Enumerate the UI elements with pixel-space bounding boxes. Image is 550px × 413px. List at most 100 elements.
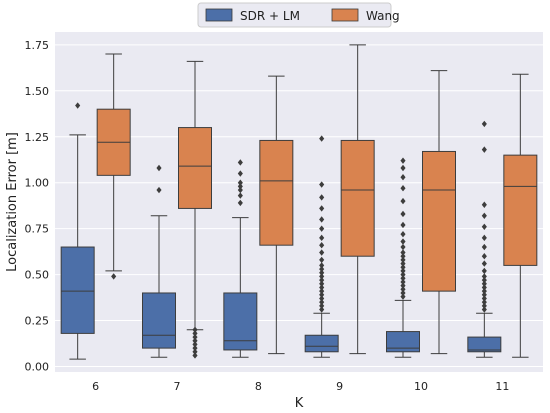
outlier-point [319,276,325,284]
outlier-point [319,269,325,276]
outlier-point [319,298,325,306]
outlier-point [319,225,325,232]
outlier-point [192,352,198,359]
outlier-point [237,192,243,199]
outlier-point [319,181,325,188]
y-tick-labels: 0.00 0.25 0.50 0.75 1.00 1.25 1.50 1.75 [25,39,50,374]
outlier-point [111,273,117,280]
iqr-box [259,139,294,246]
outlier-point [319,273,325,280]
outlier-point [192,326,198,333]
outlier-point [481,234,487,242]
y-tick-label: 1.75 [25,39,50,52]
outlier-point [319,216,325,223]
outlier-point [400,197,406,205]
outlier-point [481,273,487,280]
x-tick-label: 10 [414,380,428,393]
outlier-point [481,284,487,291]
outlier-point [192,344,198,352]
outlier-point [400,289,406,297]
outlier-point [481,223,487,231]
outlier-point [481,260,487,267]
outlier-point [400,173,406,181]
y-tick-label: 0.25 [25,315,50,328]
box-wang [178,60,212,359]
outlier-point [481,291,487,299]
outlier-point [192,337,198,344]
plot-background [55,32,543,372]
x-tick-label: 11 [495,380,509,393]
box-wang [340,44,375,355]
outlier-point [400,185,406,192]
box-sdr-lm [223,159,258,358]
outlier-point [481,287,487,295]
outlier-point [400,221,406,229]
y-tick-label: 0.75 [25,223,50,236]
outlier-point [156,164,162,172]
y-tick-label: 0.00 [25,360,50,373]
outlier-point [237,183,243,190]
outlier-point [481,146,487,153]
outlier-point [400,256,406,264]
x-tick-label: 8 [255,380,262,393]
outlier-point [400,275,406,282]
box-wang [96,53,131,280]
box-sdr-lm [386,157,420,358]
outlier-point [400,157,406,164]
outlier-point [481,253,487,260]
outlier-point [192,341,198,348]
iqr-box [422,150,456,292]
box-wang [259,75,294,355]
iqr-box [386,331,420,353]
box-sdr-lm [467,120,502,358]
outlier-point [319,194,325,201]
iqr-box [304,334,339,353]
outlier-point [400,249,406,256]
iqr-box [340,139,375,257]
x-tick-labels: 6 7 8 9 10 11 [92,380,509,393]
outlier-point [319,256,325,264]
legend-swatch-sdr-lm [205,8,233,22]
iqr-box [503,154,538,266]
outlier-point [400,243,406,251]
y-tick-label: 1.00 [25,177,50,190]
legend-label-sdr-lm: SDR + LM [240,9,300,23]
iqr-box [60,246,95,334]
y-axis-label: Localization Error [m] [5,132,20,272]
outlier-point [481,243,487,251]
x-tick-label: 9 [336,380,343,393]
outlier-point [400,264,406,271]
outlier-point [192,333,198,341]
outlier-point [237,179,243,186]
outlier-point [237,199,243,207]
iqr-box [142,292,176,349]
box-sdr-lm [60,102,95,360]
outlier-point [319,262,325,269]
outlier-point [75,102,81,109]
outlier-point [400,260,406,267]
outlier-point [481,295,487,302]
outlier-point [319,302,325,310]
outlier-point [481,306,487,313]
iqr-box [223,292,258,351]
outlier-point [481,212,487,219]
x-axis-label: K [295,396,304,411]
outlier-point [400,230,406,238]
outlier-point [319,306,325,313]
outlier-point [237,170,243,177]
outlier-point [481,302,487,310]
x-tick-label: 7 [174,380,181,393]
outlier-point [319,205,325,212]
outlier-point [319,249,325,256]
outlier-point [481,267,487,275]
gridlines [55,44,543,367]
outlier-point [481,120,487,128]
box-wang [503,73,538,358]
iqr-box [178,127,212,209]
outlier-point [481,276,487,284]
outlier-point [192,348,198,355]
outlier-point [400,278,406,286]
outlier-point [481,298,487,306]
x-tick-label: 6 [92,380,99,393]
